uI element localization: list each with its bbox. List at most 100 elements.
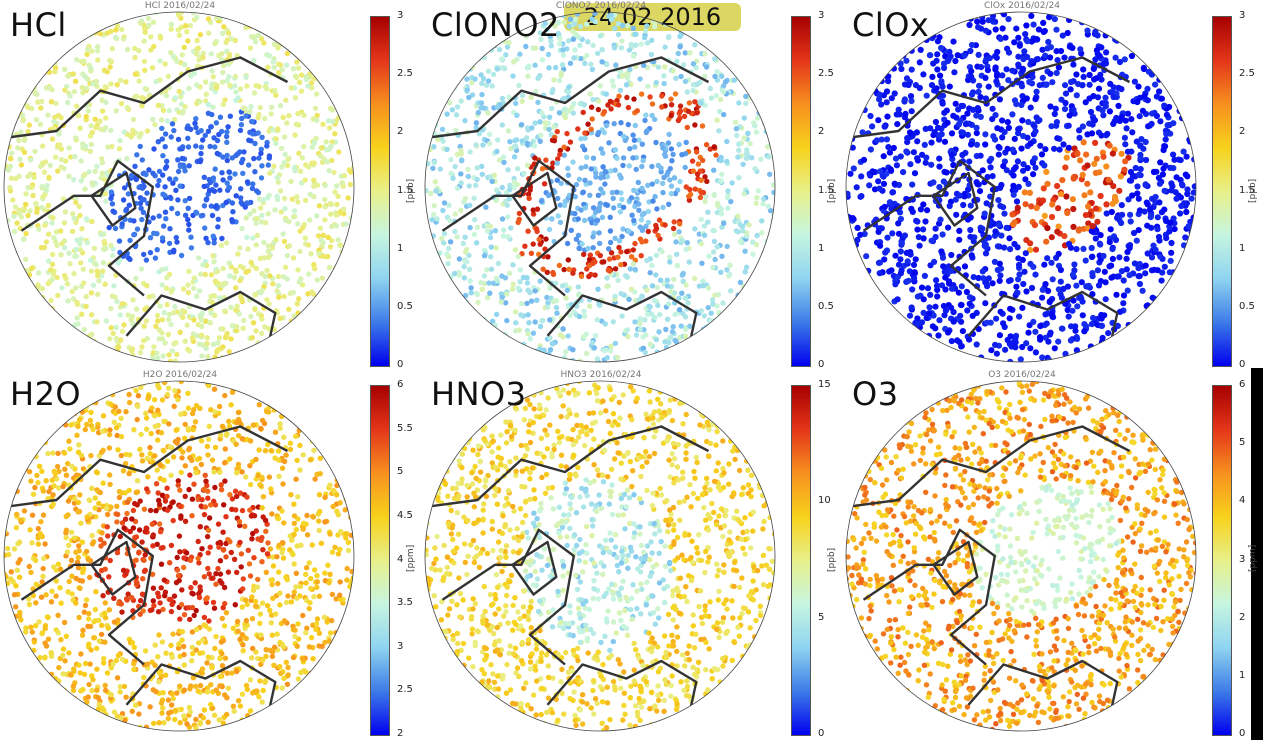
colorbar-tick: 0.5 xyxy=(818,300,834,312)
colorbar-tick: 0 xyxy=(818,728,825,739)
map-boundary xyxy=(424,380,776,732)
colorbar-unit: [ppb] xyxy=(1248,178,1258,203)
map-boundary xyxy=(845,11,1197,363)
panel-hno3: HNO3 2016/02/24 HNO3 15 10 5 0 [ppb] xyxy=(421,369,841,739)
coastline xyxy=(862,159,997,297)
polar-map-h2o xyxy=(3,380,355,732)
coastline xyxy=(125,659,277,723)
panel-label: O3 xyxy=(852,375,899,413)
coastline xyxy=(20,528,155,666)
colorbar-tick: 0.5 xyxy=(397,300,413,312)
colorbar-tick: 15 xyxy=(818,379,831,390)
coastline xyxy=(546,290,698,354)
measurement-dots xyxy=(4,381,354,731)
colorbar-tick: 0.5 xyxy=(1239,300,1255,312)
colorbar-tick: 2 xyxy=(1239,126,1246,138)
panel-title: ClOx 2016/02/24 xyxy=(984,1,1060,11)
panel-o3: O3 2016/02/24 O3 6 5 4 3 2 1 0 [ppm] xyxy=(842,369,1262,739)
polar-map-hno3 xyxy=(424,380,776,732)
colorbar-tick: 3.5 xyxy=(397,597,413,609)
colorbar-unit: [ppm] xyxy=(1248,544,1258,572)
colorbar-unit: [ppm] xyxy=(406,544,416,572)
colorbar-tick: 5.5 xyxy=(397,422,413,434)
map-boundary xyxy=(845,380,1197,732)
colorbar-tick: 1.5 xyxy=(1239,184,1255,196)
colorbar-tick: 1 xyxy=(1239,242,1246,254)
panel-h2o: H2O 2016/02/24 H2O 6 5.5 5 4.5 4 3.5 3 2.5 2 [ppm] xyxy=(0,369,420,739)
polar-map-clox xyxy=(845,11,1197,363)
colorbar-tick: 6 xyxy=(1239,379,1246,390)
colorbar-tick: 2.5 xyxy=(397,68,413,80)
colorbar-tick: 2.5 xyxy=(818,68,834,80)
colorbar xyxy=(370,385,390,736)
colorbar-tick: 4 xyxy=(397,553,404,565)
coastline xyxy=(441,528,576,666)
colorbar-tick: 1.5 xyxy=(818,184,834,196)
colorbar-unit: [ppb] xyxy=(406,178,416,203)
coastline xyxy=(967,290,1119,354)
panel-clox: ClOx 2016/02/24 ClOx 3 2.5 2 1.5 1 0.5 0 [ppb] xyxy=(842,0,1262,370)
colorbar-tick: 1 xyxy=(818,242,825,254)
colorbar-tick: 0 xyxy=(397,359,404,370)
panel-title: H2O 2016/02/24 xyxy=(142,370,218,380)
polar-map-o3 xyxy=(845,380,1197,732)
colorbar-tick: 3 xyxy=(818,10,825,21)
colorbar xyxy=(1212,16,1232,367)
coastline xyxy=(90,171,137,227)
colorbar-tick: 0 xyxy=(818,359,825,370)
colorbar-tick: 3 xyxy=(397,640,404,652)
colorbar-tick: 1 xyxy=(397,242,404,254)
colorbar-tick: 2.5 xyxy=(397,684,413,696)
coastline xyxy=(932,171,979,227)
coastline xyxy=(125,290,277,354)
map-boundary xyxy=(3,11,355,363)
coastline xyxy=(967,659,1119,723)
colorbar-tick: 3 xyxy=(1239,553,1246,565)
colorbar-tick: 6 xyxy=(397,379,404,390)
coastline xyxy=(4,425,289,509)
colorbar-tick: 4 xyxy=(1239,495,1246,507)
measurement-dots xyxy=(846,12,1196,362)
measurement-dots xyxy=(425,381,775,731)
colorbar-tick: 1 xyxy=(1239,669,1246,681)
colorbar xyxy=(370,16,390,367)
coastline xyxy=(425,56,710,140)
coastline xyxy=(846,425,1131,509)
coastline xyxy=(441,159,576,297)
colorbar-tick: 2 xyxy=(397,728,404,739)
panel-title: HNO3 2016/02/24 xyxy=(560,370,642,380)
colorbar-tick: 2 xyxy=(1239,611,1246,623)
coastline xyxy=(846,56,1131,140)
colorbar xyxy=(791,16,811,367)
colorbar-tick: 5 xyxy=(397,466,404,478)
colorbar-tick: 3 xyxy=(397,10,404,21)
colorbar-tick: 2.5 xyxy=(1239,68,1255,80)
right-edge-bar xyxy=(1251,368,1263,740)
colorbar xyxy=(1212,385,1232,736)
colorbar-unit: [ppb] xyxy=(827,547,837,572)
colorbar-tick: 2 xyxy=(818,126,825,138)
coastline xyxy=(511,171,558,227)
colorbar-tick: 4.5 xyxy=(397,509,413,521)
coastline xyxy=(425,425,710,509)
colorbar-tick: 10 xyxy=(818,495,831,507)
coastline xyxy=(511,540,558,596)
colorbar xyxy=(791,385,811,736)
panel-label: HCl xyxy=(10,6,67,44)
coastline xyxy=(862,528,997,666)
panel-clono2: ClONO2 2016/02/24 ClONO2 3 2.5 2 1.5 1 0.5 0 [ppb… xyxy=(421,0,841,370)
colorbar-tick: 1.5 xyxy=(397,184,413,196)
map-boundary xyxy=(424,11,776,363)
panel-label: ClONO2 xyxy=(431,6,560,44)
panel-label: H2O xyxy=(10,375,82,413)
polar-map-clono2 xyxy=(424,11,776,363)
map-boundary xyxy=(3,380,355,732)
colorbar-unit: [ppb] xyxy=(827,178,837,203)
coastline xyxy=(4,56,289,140)
polar-map-hcl xyxy=(3,11,355,363)
colorbar-tick: 5 xyxy=(1239,437,1246,449)
panel-label: ClOx xyxy=(852,6,930,44)
measurement-dots xyxy=(425,12,775,362)
coastline xyxy=(932,540,979,596)
colorbar-tick: 0 xyxy=(1239,728,1246,739)
